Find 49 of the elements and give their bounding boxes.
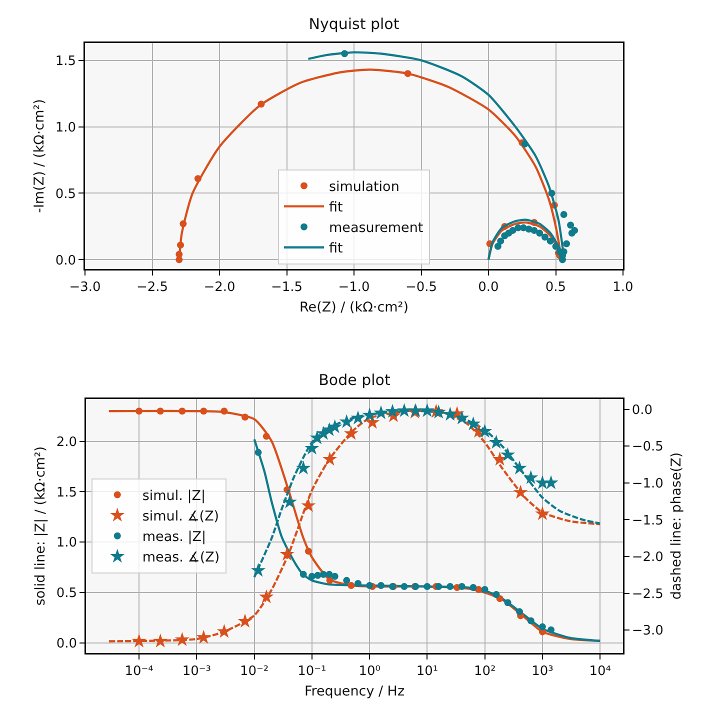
chart-title: Bode plot xyxy=(318,371,390,389)
x-tick-label: 10⁰ xyxy=(358,664,380,679)
y2-axis-title: dashed line: phase(Z) xyxy=(668,452,684,600)
y-tick-label: 1.5 xyxy=(56,485,78,500)
y-tick-label: 1.0 xyxy=(55,120,76,136)
x-tick-label: −2.5 xyxy=(136,280,168,295)
x-tick-label: −0.5 xyxy=(405,280,438,295)
x-axis-title: Frequency / Hz xyxy=(304,684,405,700)
x-tick-label: −2.0 xyxy=(204,280,236,295)
y2-tick-label: −1.0 xyxy=(632,476,664,492)
chart-title: Nyquist plot xyxy=(308,15,400,33)
y2-tick-label: −1.5 xyxy=(632,513,664,528)
x-tick-label: −3.0 xyxy=(69,280,101,295)
x-tick-label: 10⁻⁴ xyxy=(124,664,154,679)
y-tick-label: 1.0 xyxy=(56,536,78,551)
y-tick-label: 0.0 xyxy=(56,636,78,652)
legend-label: simul. |Z| xyxy=(142,488,206,504)
x-tick-label: 10¹ xyxy=(416,664,438,679)
y-tick-label: 0.5 xyxy=(56,586,78,602)
x-tick-label: 1.0 xyxy=(612,280,634,295)
y-axis-title: solid line: |Z| / (kΩ·cm²) xyxy=(32,446,48,606)
y-tick-label: 0.0 xyxy=(55,253,76,268)
y2-tick-label: −2.5 xyxy=(632,586,664,602)
y-tick-label: 1.5 xyxy=(55,54,76,69)
legend-label: meas. ∡(Z) xyxy=(142,550,220,566)
legend-label: simul. ∡(Z) xyxy=(142,508,220,525)
x-tick-label: −1.5 xyxy=(270,280,303,295)
legend-label: measurement xyxy=(329,220,424,236)
y2-tick-label: −0.5 xyxy=(632,440,664,455)
x-tick-label: 10⁻³ xyxy=(182,664,212,679)
y-axis-title: -Im(Z) / (kΩ·cm²) xyxy=(31,99,48,213)
y2-tick-label: −3.0 xyxy=(632,624,664,639)
legend-label: meas. |Z| xyxy=(142,529,206,546)
x-tick-label: 10⁴ xyxy=(589,664,611,679)
x-tick-label: 10³ xyxy=(532,664,554,679)
x-tick-label: 0.5 xyxy=(545,280,566,295)
x-axis-title: Re(Z) / (kΩ·cm²) xyxy=(300,300,408,316)
x-tick-label: 10⁻² xyxy=(240,664,269,679)
legend-label: simulation xyxy=(329,179,400,196)
x-tick-label: 10⁻¹ xyxy=(298,664,326,679)
y-tick-label: 0.5 xyxy=(55,186,76,202)
x-tick-label: 10² xyxy=(474,664,496,679)
x-tick-label: 0.0 xyxy=(478,280,499,295)
y-tick-label: 2.0 xyxy=(56,434,78,450)
y2-tick-label: −2.0 xyxy=(632,550,664,566)
x-tick-label: −1.0 xyxy=(338,280,370,295)
legend-label: fit xyxy=(329,200,343,216)
legend-label: fit xyxy=(329,240,343,257)
y2-tick-label: 0.0 xyxy=(632,402,653,418)
